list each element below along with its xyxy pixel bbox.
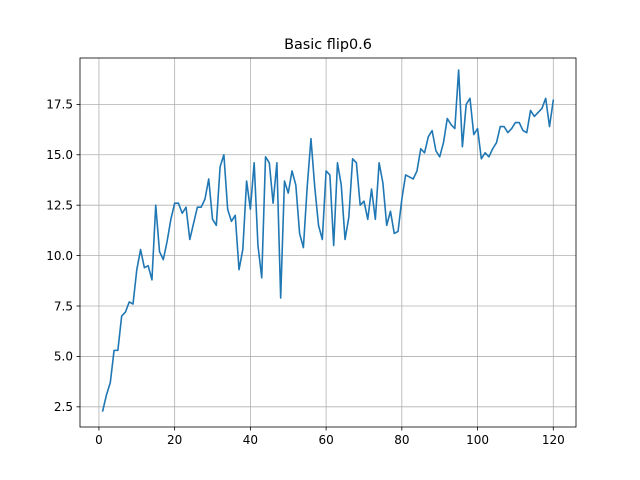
y-tick-label: 15.0: [46, 148, 73, 162]
series-line-0: [101, 69, 555, 412]
y-axis: 2.5 5.0 7.5 10.0 12.5 15.0 17.5: [46, 98, 80, 414]
y-tick-label: 12.5: [46, 198, 73, 212]
grid-lines: [80, 58, 576, 427]
y-tick-label: 2.5: [54, 400, 73, 414]
x-tick-label: 120: [542, 433, 565, 447]
chart-title: Basic flip0.6: [284, 37, 372, 53]
series-layer: [101, 69, 555, 412]
y-tick-label: 7.5: [54, 299, 73, 313]
y-tick-label: 10.0: [46, 249, 73, 263]
y-tick-label: 5.0: [54, 350, 73, 364]
x-tick-label: 60: [318, 433, 333, 447]
plot-frame: [79, 57, 577, 428]
x-tick-label: 80: [394, 433, 409, 447]
x-tick-label: 40: [243, 433, 258, 447]
y-tick-label: 17.5: [46, 98, 73, 112]
x-tick-label: 0: [95, 433, 103, 447]
x-axis: 0 20 40 60 80 100 120: [95, 427, 565, 447]
x-tick-label: 100: [466, 433, 489, 447]
x-tick-label: 20: [167, 433, 182, 447]
